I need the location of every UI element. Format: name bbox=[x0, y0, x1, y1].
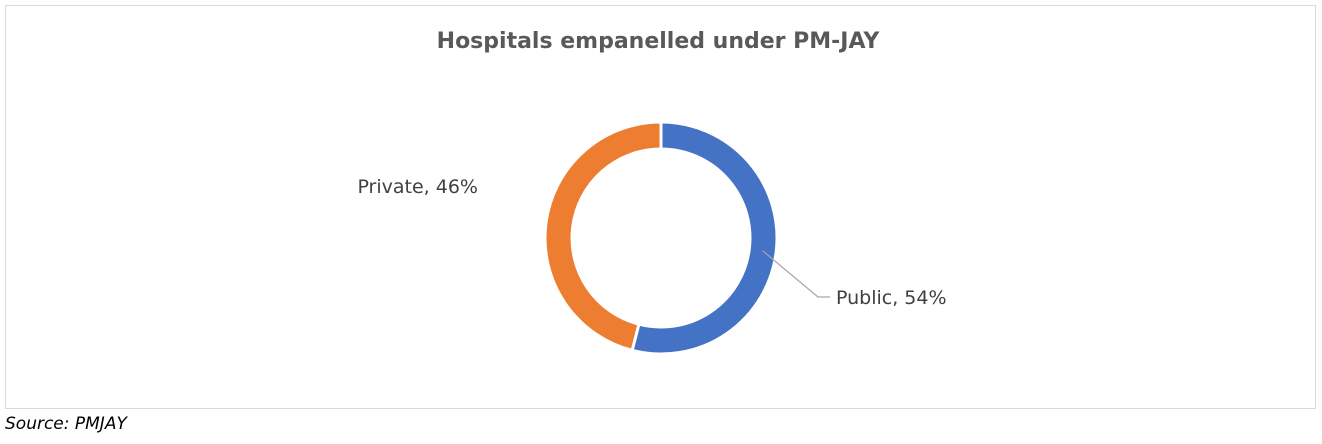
chart-title: Hospitals empanelled under PM-JAY bbox=[436, 29, 880, 54]
leader-line-public bbox=[762, 250, 830, 298]
source-note: Source: PMJAY bbox=[5, 414, 127, 434]
labels-layer: Public, 54% Private, 46% bbox=[357, 176, 946, 309]
slices-layer bbox=[543, 120, 779, 356]
slice-private bbox=[543, 120, 663, 353]
data-label-public: Public, 54% bbox=[836, 287, 947, 309]
data-label-private: Private, 46% bbox=[357, 176, 478, 198]
slice-public bbox=[630, 120, 779, 356]
